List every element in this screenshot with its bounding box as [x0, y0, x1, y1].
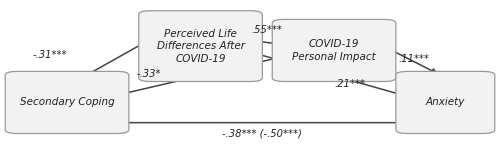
- Text: Anxiety: Anxiety: [426, 98, 465, 107]
- Text: Perceived Life
Differences After
COVID-19: Perceived Life Differences After COVID-1…: [156, 29, 244, 63]
- Text: COVID-19
Personal Impact: COVID-19 Personal Impact: [292, 39, 376, 62]
- FancyBboxPatch shape: [396, 71, 494, 134]
- Text: -.31***: -.31***: [32, 51, 67, 60]
- Text: .21***: .21***: [334, 79, 365, 89]
- Text: -.33*: -.33*: [136, 69, 161, 79]
- Text: Secondary Coping: Secondary Coping: [20, 98, 114, 107]
- Text: -.38*** (-.50***): -.38*** (-.50***): [222, 128, 302, 138]
- FancyBboxPatch shape: [5, 71, 129, 134]
- Text: .11***: .11***: [398, 54, 429, 64]
- FancyBboxPatch shape: [272, 19, 396, 81]
- Text: .55***: .55***: [252, 25, 282, 34]
- FancyBboxPatch shape: [138, 11, 262, 81]
